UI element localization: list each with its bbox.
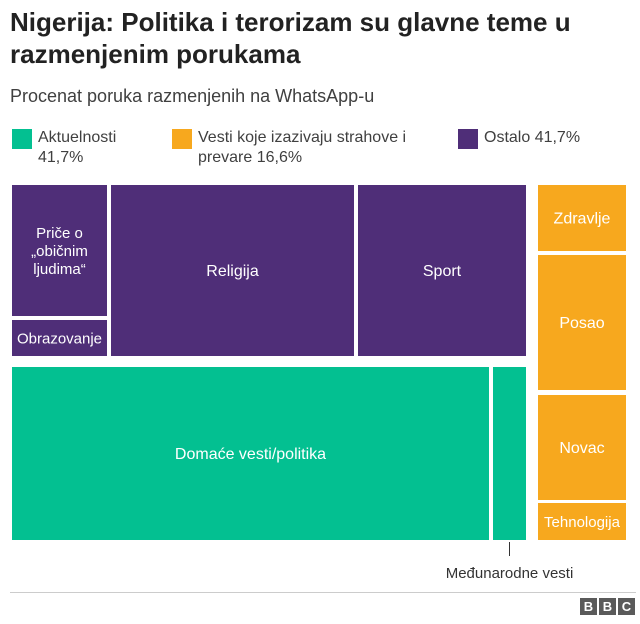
tile-label-medunarodne-vesti: Međunarodne vesti bbox=[446, 565, 574, 582]
tile-label-sport: Sport bbox=[423, 263, 462, 280]
legend-label-vesti-strahovi: Vesti koje izazivaju strahove i prevare … bbox=[198, 129, 407, 166]
treemap-tile-price-o-obicnim-ljudima bbox=[12, 185, 107, 316]
footer-divider bbox=[10, 592, 636, 593]
tile-label-zdravlje: Zdravlje bbox=[554, 211, 611, 228]
treemap-tile-domace-vesti-politika bbox=[12, 367, 489, 540]
legend-swatch-vesti-strahovi bbox=[172, 129, 192, 149]
tile-label-price-o-obicnim-ljudima: Priče o „običnim ljudima“ bbox=[31, 225, 88, 278]
treemap-tile-posao bbox=[538, 255, 626, 390]
chart-subtitle: Procenat poruka razmenjenih na WhatsApp-… bbox=[10, 86, 375, 106]
tile-label-religija: Religija bbox=[206, 263, 259, 280]
legend-label-aktuelnosti: Aktuelnosti 41,7% bbox=[38, 129, 117, 166]
legend-item-vesti-strahovi: Vesti koje izazivaju strahove i prevare … bbox=[172, 128, 438, 168]
legend-swatch-ostalo bbox=[458, 129, 478, 149]
tile-label-posao: Posao bbox=[559, 315, 604, 332]
treemap-tile-zdravlje bbox=[538, 185, 626, 251]
chart-title: Nigerija: Politika i terorizam su glavne… bbox=[10, 7, 571, 69]
legend-label-ostalo: Ostalo 41,7% bbox=[484, 129, 581, 146]
treemap-tile-sport bbox=[358, 185, 526, 356]
legend-swatch-aktuelnosti bbox=[12, 129, 32, 149]
legend-item-ostalo: Ostalo 41,7% bbox=[458, 128, 640, 149]
treemap-tile-obrazovanje bbox=[12, 320, 107, 356]
legend-item-aktuelnosti: Aktuelnosti 41,7% bbox=[12, 128, 150, 168]
treemap-tile-medunarodne-vesti bbox=[493, 367, 526, 540]
treemap-tile-tehnologija bbox=[538, 503, 626, 540]
treemap-tile-novac bbox=[538, 395, 626, 500]
tile-label-obrazovanje: Obrazovanje bbox=[17, 330, 102, 347]
tile-label-domace-vesti-politika: Domaće vesti/politika bbox=[175, 446, 326, 463]
tile-label-tehnologija: Tehnologija bbox=[544, 514, 621, 531]
tile-label-novac: Novac bbox=[559, 440, 604, 457]
treemap-tile-religija bbox=[111, 185, 354, 356]
